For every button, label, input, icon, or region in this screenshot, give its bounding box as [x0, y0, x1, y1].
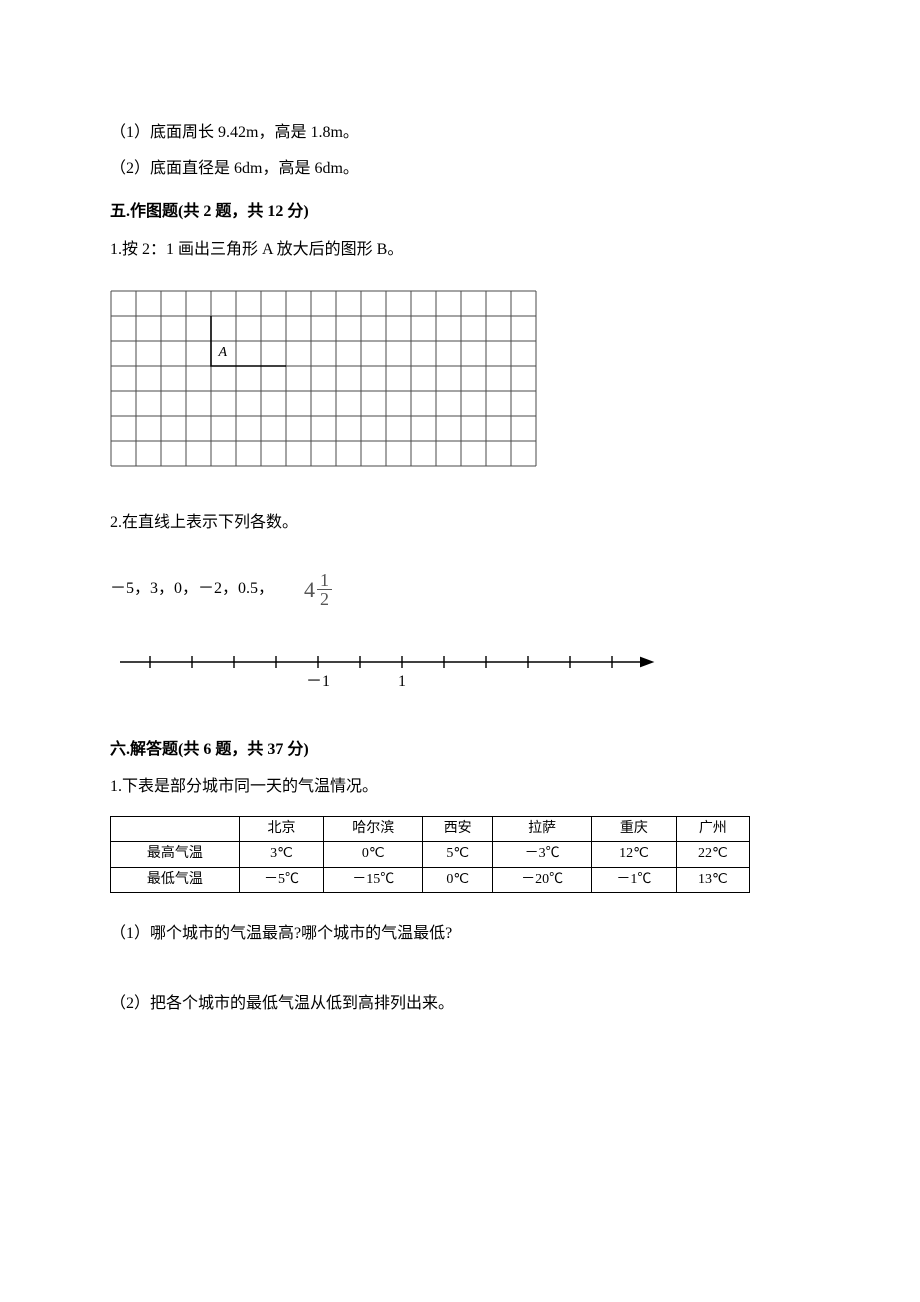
- table-header: 北京: [239, 816, 323, 841]
- numbers-prefix: －5，3，0，－2，0.5，: [110, 576, 274, 602]
- section-5-q2-text: 2.在直线上表示下列各数。: [110, 510, 810, 536]
- table-header: 重庆: [592, 816, 676, 841]
- fraction-denominator: 2: [317, 590, 332, 608]
- table-cell: －15℃: [324, 867, 423, 892]
- svg-text:A: A: [218, 345, 228, 360]
- table-cell: －5℃: [239, 867, 323, 892]
- section-5-heading: 五.作图题(共 2 题，共 12 分): [110, 199, 810, 225]
- prev-item-1: （1）底面周长 9.42m，高是 1.8m。: [110, 120, 810, 146]
- table-header: 拉萨: [493, 816, 592, 841]
- table-header: 西安: [423, 816, 493, 841]
- section-6-heading: 六.解答题(共 6 题，共 37 分): [110, 737, 810, 763]
- table-row: 北京 哈尔滨 西安 拉萨 重庆 广州: [111, 816, 750, 841]
- grid-figure: A: [110, 290, 810, 476]
- numbers-list: －5，3，0，－2，0.5， 412: [110, 570, 810, 608]
- table-cell: 最低气温: [111, 867, 240, 892]
- mixed-fraction: 412: [304, 570, 332, 608]
- prev-item-2: （2）底面直径是 6dm，高是 6dm。: [110, 156, 810, 182]
- table-cell: 最高气温: [111, 842, 240, 867]
- table-header: 哈尔滨: [324, 816, 423, 841]
- table-cell: －20℃: [493, 867, 592, 892]
- table-row: 最高气温 3℃ 0℃ 5℃ －3℃ 12℃ 22℃: [111, 842, 750, 867]
- table-header: 广州: [676, 816, 749, 841]
- fraction-whole: 4: [304, 572, 315, 607]
- page: （1）底面周长 9.42m，高是 1.8m。 （2）底面直径是 6dm，高是 6…: [0, 0, 920, 1302]
- section-6-q1-sub1: （1）哪个城市的气温最高?哪个城市的气温最低?: [110, 921, 810, 947]
- table-cell: 13℃: [676, 867, 749, 892]
- grid-svg: A: [110, 290, 537, 467]
- fraction-stack: 12: [317, 571, 332, 608]
- section-5-q1-text: 1.按 2：1 画出三角形 A 放大后的图形 B。: [110, 237, 810, 263]
- table-header: [111, 816, 240, 841]
- numberline-svg: －1 1: [110, 632, 670, 692]
- table-cell: －1℃: [592, 867, 676, 892]
- svg-text:－1: －1: [306, 673, 330, 690]
- svg-text:1: 1: [398, 673, 406, 690]
- table-cell: －3℃: [493, 842, 592, 867]
- table-cell: 3℃: [239, 842, 323, 867]
- table-cell: 0℃: [423, 867, 493, 892]
- numberline-figure: －1 1: [110, 632, 810, 701]
- section-6-q1-sub2: （2）把各个城市的最低气温从低到高排列出来。: [110, 991, 810, 1017]
- table-row: 最低气温 －5℃ －15℃ 0℃ －20℃ －1℃ 13℃: [111, 867, 750, 892]
- fraction-numerator: 1: [317, 571, 332, 590]
- temperature-table: 北京 哈尔滨 西安 拉萨 重庆 广州 最高气温 3℃ 0℃ 5℃ －3℃ 12℃…: [110, 816, 750, 893]
- table-cell: 22℃: [676, 842, 749, 867]
- section-6-q1-text: 1.下表是部分城市同一天的气温情况。: [110, 774, 810, 800]
- table-cell: 12℃: [592, 842, 676, 867]
- table-cell: 5℃: [423, 842, 493, 867]
- table-cell: 0℃: [324, 842, 423, 867]
